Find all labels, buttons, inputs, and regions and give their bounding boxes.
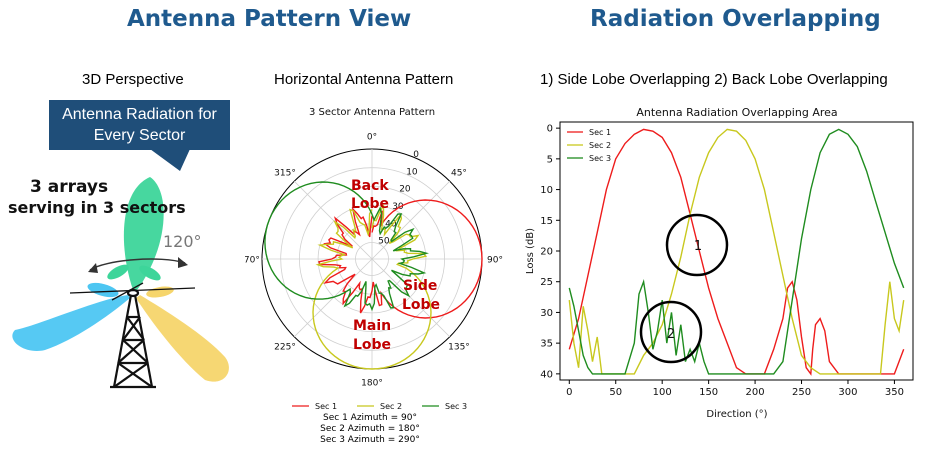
arc-arrowhead-left <box>88 263 98 273</box>
azimuth-notes: Sec 1 Azimuth = 90° Sec 2 Azimuth = 180°… <box>265 413 475 446</box>
callout-line2: Every Sector <box>93 127 186 144</box>
overlap-label-1: 1 <box>694 239 702 254</box>
green-sector-lobe <box>123 177 164 290</box>
perspective-title: 3D Perspective <box>82 71 184 88</box>
y-tick-label: 5 <box>547 154 553 165</box>
y-tick-label: 10 <box>540 185 553 196</box>
side-lobe-label: Lobe <box>402 297 440 313</box>
back-lobe-label: Back <box>351 178 389 194</box>
legend-entry: Sec 3 <box>589 154 611 163</box>
y-tick-label: 30 <box>540 308 553 319</box>
x-tick-label: 0 <box>566 387 572 398</box>
polar-antenna-plot: 3 Sector Antenna Pattern 0 10 20 30 40 50 0° 4… <box>245 107 503 411</box>
chart-axes: 0 50 100 150 200 250 300 350 0 5 10 15 20 25 30 35 40 <box>540 124 904 398</box>
angle-label: 135° <box>448 342 470 352</box>
chart-title: Antenna Radiation Overlapping Area <box>636 106 837 119</box>
y-tick-label: 0 <box>547 124 553 135</box>
callout-pointer <box>150 149 190 171</box>
radial-label: 50 <box>378 237 390 247</box>
x-tick-label: 350 <box>885 387 904 398</box>
azimuth-line: Sec 1 Azimuth = 90° <box>323 413 417 423</box>
radial-label: 30 <box>392 202 404 212</box>
azimuth-line: Sec 3 Azimuth = 290° <box>320 435 420 445</box>
main-lobe-label: Lobe <box>353 337 391 353</box>
angle-label: 225° <box>274 342 296 352</box>
angle-label: 90° <box>487 256 503 266</box>
overlap-circle-back-lobe <box>639 300 703 364</box>
overlap-label-2: 2 <box>667 327 675 342</box>
overlap-subtitle: 1) Side Lobe Overlapping 2) Back Lobe Ov… <box>540 71 888 88</box>
x-tick-label: 300 <box>838 387 857 398</box>
y-tick-label: 20 <box>540 247 553 258</box>
green-side-lobe <box>139 265 161 281</box>
polar-spoke <box>371 180 451 260</box>
chart-legend: Sec 1 Sec 2 Sec 3 <box>567 128 611 163</box>
angle-label: 180° <box>361 379 383 389</box>
angle-label: 270° <box>245 256 260 266</box>
y-tick-label: 15 <box>540 216 553 227</box>
x-axis-label: Direction (°) <box>706 409 767 420</box>
3d-antenna-illustration: 3 arrays serving in 3 sectors 120° <box>8 177 229 389</box>
angle-label: 120° <box>163 232 202 251</box>
radial-label: 40 <box>385 219 397 229</box>
yellow-side-lobe <box>146 286 174 298</box>
x-tick-label: 250 <box>792 387 811 398</box>
overlap-circle-side-lobe <box>665 213 729 277</box>
legend-sec2: Sec 2 <box>380 402 402 411</box>
y-tick-label: 25 <box>540 277 553 288</box>
y-tick-label: 40 <box>540 369 553 380</box>
arrays-label-line1: 3 arrays <box>30 177 108 197</box>
y-tick-label: 35 <box>540 339 553 350</box>
radiation-overlapping-heading: Radiation Overlapping <box>590 6 881 32</box>
yellow-sector-lobe <box>136 295 229 382</box>
lobe-annotations: Back Lobe Side Lobe Main Lobe <box>351 178 440 353</box>
x-tick-label: 200 <box>746 387 765 398</box>
blue-sector-lobe <box>12 295 131 351</box>
antenna-tower-icon <box>110 288 156 389</box>
series-line-sec-2 <box>568 128 905 375</box>
radial-label: 0 <box>413 150 419 160</box>
radiation-callout: Antenna Radiation for Every Sector <box>49 100 230 150</box>
chart-series <box>568 128 905 376</box>
polar-pattern-curve <box>318 199 483 319</box>
polar-subtitle: Horizontal Antenna Pattern <box>274 71 454 88</box>
legend-sec1: Sec 1 <box>315 402 337 411</box>
back-lobe-label: Lobe <box>351 196 389 212</box>
legend-entry: Sec 2 <box>589 141 611 150</box>
arrays-label-line2: serving in 3 sectors <box>8 198 186 217</box>
antenna-pattern-heading: Antenna Pattern View <box>127 6 412 32</box>
overlap-line-chart: Antenna Radiation Overlapping Area 0 50 10… <box>525 106 914 420</box>
y-axis-label: Loss (dB) <box>525 228 536 274</box>
blue-side-lobe <box>87 282 119 298</box>
plot-frame <box>559 121 914 381</box>
main-lobe-label: Main <box>353 318 391 334</box>
polar-spoke <box>293 180 373 260</box>
series-line-sec-1 <box>568 128 905 376</box>
polar-angle-labels: 0° 45° 90° 135° 180° 225° 270° 315° <box>245 133 503 389</box>
polar-grid: 0 10 20 30 40 50 <box>261 148 483 370</box>
arc-arrowhead-right <box>178 257 188 268</box>
polar-curves <box>264 181 483 370</box>
angle-label: 0° <box>367 133 377 143</box>
x-tick-label: 100 <box>653 387 672 398</box>
green-side-lobe <box>107 264 129 280</box>
polar-pattern-curve <box>312 204 432 370</box>
azimuth-line: Sec 2 Azimuth = 180° <box>320 424 420 434</box>
polar-legend: Sec 1 Sec 2 Sec 3 <box>292 402 467 411</box>
side-lobe-label: Side <box>403 278 437 294</box>
angle-label: 45° <box>451 169 467 179</box>
polar-pattern-curve <box>264 181 429 312</box>
x-tick-label: 50 <box>609 387 622 398</box>
series-line-sec-3 <box>568 128 905 375</box>
x-tick-label: 150 <box>699 387 718 398</box>
callout-line1: Antenna Radiation for <box>62 106 217 123</box>
angle-label: 315° <box>274 169 296 179</box>
legend-entry: Sec 1 <box>589 128 611 137</box>
radial-label: 10 <box>406 167 418 177</box>
polar-spoke <box>371 258 451 338</box>
radial-label: 20 <box>399 185 411 195</box>
polar-plot-title: 3 Sector Antenna Pattern <box>309 107 435 118</box>
legend-sec3: Sec 3 <box>445 402 467 411</box>
